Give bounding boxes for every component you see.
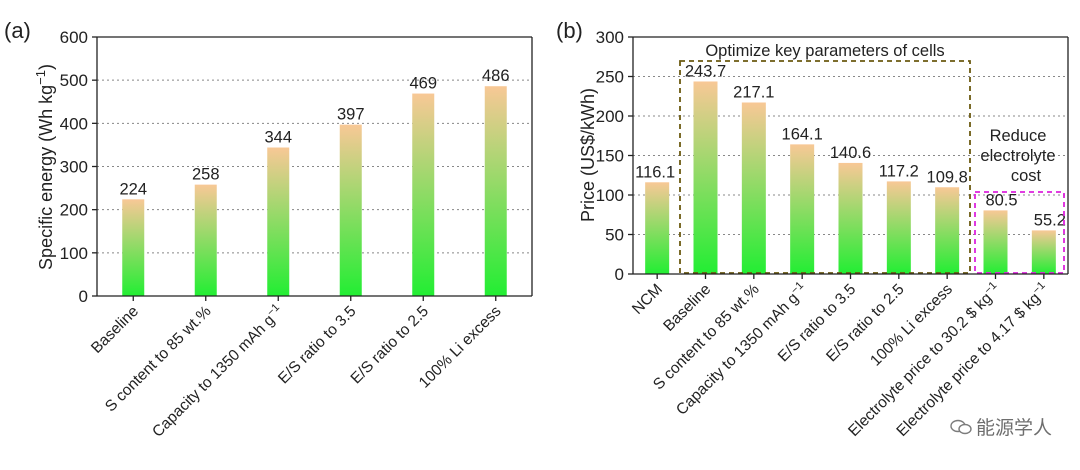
panel-a-bar: [484, 86, 507, 297]
panel-a-value-label: 469: [409, 75, 437, 93]
panel-b-bar: [741, 102, 766, 274]
electrolyte-annotation-line-2: electrolyte: [980, 147, 1055, 165]
watermark: 能源学人: [950, 413, 1052, 440]
panel-a-bar: [267, 147, 290, 296]
panel-b-label: (b): [556, 18, 583, 43]
panel-a-y-tick-label: 500: [60, 71, 88, 90]
panel-b-value-label: 243.7: [685, 62, 726, 80]
panel-a-value-label: 224: [119, 180, 147, 198]
panel-a-y-axis-title: Specific energy (Wh kg−1): [33, 64, 56, 270]
panel-a-y-tick-label: 400: [60, 114, 88, 133]
panel-b-y-tick-label: 0: [615, 265, 624, 284]
panel-b-value-label: 164.1: [782, 125, 823, 143]
panel-a-value-label: 397: [337, 106, 365, 124]
panel-a-bar: [122, 199, 145, 296]
panel-a-value-label: 486: [482, 67, 510, 85]
panel-b-bar: [935, 187, 960, 274]
panel-a-bar: [194, 184, 217, 296]
panel-b-value-label: 140.6: [830, 144, 871, 162]
panel-a-y-tick-label: 200: [60, 201, 88, 220]
panel-b-y-tick-label: 50: [605, 226, 624, 245]
panel-a-x-tick-label: Baseline: [88, 303, 142, 357]
watermark-text: 能源学人: [975, 417, 1052, 439]
panel-b-value-label: 217.1: [733, 83, 774, 101]
panel-b-bar: [983, 210, 1008, 274]
panel-a-value-label: 258: [192, 166, 220, 184]
cells-group-box: [679, 60, 971, 274]
cells-group-annotation: Optimize key parameters of cells: [705, 42, 944, 60]
panel-b-value-label: 109.8: [927, 168, 968, 186]
panel-b-bar: [693, 81, 718, 275]
panel-b-bar: [838, 162, 863, 274]
panel-b-bar: [886, 181, 911, 274]
panel-b-x-tick-label: 100% Li excess: [867, 281, 956, 370]
panel-b-y-tick-label: 150: [596, 147, 624, 166]
panel-a-y-tick-label: 0: [79, 287, 88, 306]
wechat-icon: [950, 419, 972, 434]
panel-b-bar: [645, 182, 670, 274]
panel-b-y-tick-label: 300: [596, 28, 624, 47]
panel-b-bar: [1031, 230, 1056, 274]
panel-a-y-tick-label: 100: [60, 244, 88, 263]
panel-b-y-tick-label: 200: [596, 107, 624, 126]
panel-b-value-label: 80.5: [985, 191, 1017, 209]
panel-b-value-label: 117.2: [879, 162, 919, 180]
panel-a-x-tick-label: Capacity to 1350 mAh g−1: [148, 301, 287, 440]
panel-a-bar: [339, 124, 362, 297]
panel-a-value-label: 344: [264, 129, 292, 147]
panel-a-bar: [412, 93, 435, 296]
panel-b-y-tick-label: 250: [596, 68, 624, 87]
panel-b-chart: (b) Price (US$/kWh) 0 50 100 150 200 250 300 N…: [556, 18, 1069, 440]
panel-b-value-label: 116.1: [635, 163, 675, 181]
panel-b-x-tick-label: NCM: [629, 281, 666, 318]
panel-b-value-label: 55.2: [1034, 211, 1066, 229]
panel-a-y-tick-label: 600: [60, 28, 88, 47]
panel-b-y-axis-title: Price (US$/kWh): [578, 88, 598, 222]
electrolyte-group-box: [974, 191, 1065, 274]
panel-a-chart: (a) Specific energy (Wh kg−1) 0 100 200 300…: [4, 18, 533, 441]
panel-b-bar: [790, 144, 815, 274]
panel-a-y-tick-label: 300: [60, 158, 88, 177]
electrolyte-annotation-line-1: Reduce: [990, 127, 1047, 145]
panel-b-y-tick-label: 100: [596, 186, 624, 205]
panel-a-label: (a): [4, 18, 31, 43]
electrolyte-annotation-line-3: cost: [1011, 167, 1042, 185]
